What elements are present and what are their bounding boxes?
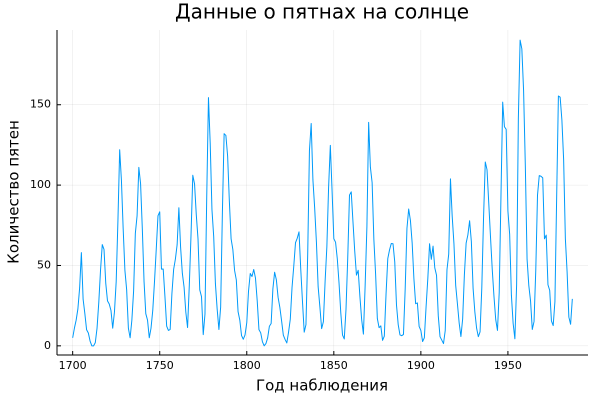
y-axis-label: Количество пятен bbox=[5, 120, 23, 264]
x-tick-label: 1700 bbox=[59, 359, 87, 372]
x-tick-label: 1900 bbox=[407, 359, 435, 372]
y-tick-label: 50 bbox=[37, 258, 51, 271]
data-line bbox=[72, 39, 573, 347]
x-tick-label: 1750 bbox=[146, 359, 174, 372]
y-tick-label: 100 bbox=[30, 178, 51, 191]
x-tick-label: 1950 bbox=[494, 359, 522, 372]
chart-title: Данные о пятнах на солнце bbox=[175, 0, 469, 24]
x-tick-label: 1850 bbox=[320, 359, 348, 372]
y-tick-label: 150 bbox=[30, 98, 51, 111]
x-tick-label: 1800 bbox=[233, 359, 261, 372]
x-axis-label: Год наблюдения bbox=[256, 377, 388, 395]
y-tick-label: 0 bbox=[44, 339, 51, 352]
